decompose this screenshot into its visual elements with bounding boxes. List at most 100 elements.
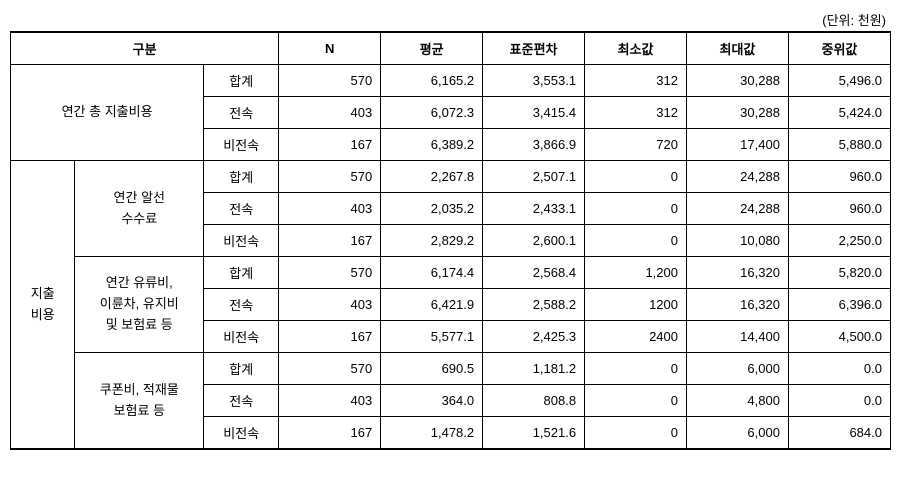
- row-type: 합계: [204, 257, 279, 289]
- cell-max: 30,288: [687, 97, 789, 129]
- cell-median: 6,396.0: [788, 289, 890, 321]
- cell-min: 0: [585, 353, 687, 385]
- unit-label: (단위: 천원): [10, 10, 891, 29]
- cell-n: 403: [279, 193, 381, 225]
- cell-max: 30,288: [687, 65, 789, 97]
- cell-min: 0: [585, 417, 687, 450]
- cell-max: 6,000: [687, 353, 789, 385]
- cell-mean: 2,035.2: [381, 193, 483, 225]
- cell-stddev: 3,553.1: [483, 65, 585, 97]
- cell-n: 403: [279, 289, 381, 321]
- cell-n: 167: [279, 321, 381, 353]
- cell-stddev: 2,425.3: [483, 321, 585, 353]
- cell-min: 0: [585, 225, 687, 257]
- table-row: 연간 유류비, 이륜차, 유지비 및 보험료 등 합계 570 6,174.4 …: [11, 257, 891, 289]
- cell-stddev: 2,507.1: [483, 161, 585, 193]
- table-header-row: 구분 N 평균 표준편차 최소값 최대값 중위값: [11, 32, 891, 65]
- header-stddev: 표준편차: [483, 32, 585, 65]
- row-type: 전속: [204, 385, 279, 417]
- cell-median: 960.0: [788, 193, 890, 225]
- cell-min: 0: [585, 193, 687, 225]
- cell-min: 312: [585, 65, 687, 97]
- cell-stddev: 2,568.4: [483, 257, 585, 289]
- cell-n: 167: [279, 129, 381, 161]
- cell-min: 0: [585, 385, 687, 417]
- subcategory-fuel: 연간 유류비, 이륜차, 유지비 및 보험료 등: [75, 257, 204, 353]
- cell-median: 684.0: [788, 417, 890, 450]
- cell-max: 24,288: [687, 193, 789, 225]
- table-body: 연간 총 지출비용 합계 570 6,165.2 3,553.1 312 30,…: [11, 65, 891, 450]
- cell-min: 1,200: [585, 257, 687, 289]
- header-median: 중위값: [788, 32, 890, 65]
- row-type: 합계: [204, 161, 279, 193]
- cell-median: 960.0: [788, 161, 890, 193]
- cell-median: 5,820.0: [788, 257, 890, 289]
- header-max: 최대값: [687, 32, 789, 65]
- cell-min: 312: [585, 97, 687, 129]
- cell-mean: 364.0: [381, 385, 483, 417]
- cell-stddev: 1,521.6: [483, 417, 585, 450]
- table-row: 지출 비용 연간 알선 수수료 합계 570 2,267.8 2,507.1 0…: [11, 161, 891, 193]
- header-mean: 평균: [381, 32, 483, 65]
- cell-n: 167: [279, 417, 381, 450]
- cell-stddev: 3,866.9: [483, 129, 585, 161]
- cell-max: 4,800: [687, 385, 789, 417]
- cell-mean: 2,829.2: [381, 225, 483, 257]
- cell-mean: 6,072.3: [381, 97, 483, 129]
- cell-max: 17,400: [687, 129, 789, 161]
- cell-n: 403: [279, 385, 381, 417]
- cell-median: 5,424.0: [788, 97, 890, 129]
- row-type: 비전속: [204, 129, 279, 161]
- cell-mean: 6,174.4: [381, 257, 483, 289]
- header-n: N: [279, 32, 381, 65]
- cell-n: 570: [279, 353, 381, 385]
- cell-median: 2,250.0: [788, 225, 890, 257]
- cell-median: 5,496.0: [788, 65, 890, 97]
- cell-mean: 6,389.2: [381, 129, 483, 161]
- cell-min: 1200: [585, 289, 687, 321]
- cell-n: 167: [279, 225, 381, 257]
- expense-table: 구분 N 평균 표준편차 최소값 최대값 중위값 연간 총 지출비용 합계 57…: [10, 31, 891, 450]
- cell-median: 4,500.0: [788, 321, 890, 353]
- cell-median: 0.0: [788, 385, 890, 417]
- header-min: 최소값: [585, 32, 687, 65]
- cell-n: 570: [279, 65, 381, 97]
- cell-n: 570: [279, 257, 381, 289]
- cell-min: 2400: [585, 321, 687, 353]
- row-type: 비전속: [204, 321, 279, 353]
- cell-median: 0.0: [788, 353, 890, 385]
- cell-median: 5,880.0: [788, 129, 890, 161]
- cell-stddev: 3,415.4: [483, 97, 585, 129]
- table-row: 연간 총 지출비용 합계 570 6,165.2 3,553.1 312 30,…: [11, 65, 891, 97]
- subcategory-commission: 연간 알선 수수료: [75, 161, 204, 257]
- subcategory-coupon: 쿠폰비, 적재물 보험료 등: [75, 353, 204, 450]
- cell-mean: 690.5: [381, 353, 483, 385]
- cell-n: 570: [279, 161, 381, 193]
- cell-max: 6,000: [687, 417, 789, 450]
- table-row: 쿠폰비, 적재물 보험료 등 합계 570 690.5 1,181.2 0 6,…: [11, 353, 891, 385]
- cell-stddev: 2,588.2: [483, 289, 585, 321]
- cell-stddev: 808.8: [483, 385, 585, 417]
- row-type: 전속: [204, 193, 279, 225]
- cell-min: 720: [585, 129, 687, 161]
- row-type: 비전속: [204, 225, 279, 257]
- cell-stddev: 2,600.1: [483, 225, 585, 257]
- row-type: 합계: [204, 353, 279, 385]
- row-type: 전속: [204, 97, 279, 129]
- row-type: 전속: [204, 289, 279, 321]
- cell-min: 0: [585, 161, 687, 193]
- cell-n: 403: [279, 97, 381, 129]
- cell-max: 16,320: [687, 289, 789, 321]
- cell-max: 24,288: [687, 161, 789, 193]
- cell-mean: 2,267.8: [381, 161, 483, 193]
- cell-max: 14,400: [687, 321, 789, 353]
- category-expense-detail: 지출 비용: [11, 161, 75, 450]
- row-type: 합계: [204, 65, 279, 97]
- cell-mean: 1,478.2: [381, 417, 483, 450]
- header-category: 구분: [11, 32, 279, 65]
- cell-stddev: 2,433.1: [483, 193, 585, 225]
- cell-max: 16,320: [687, 257, 789, 289]
- cell-stddev: 1,181.2: [483, 353, 585, 385]
- cell-mean: 6,165.2: [381, 65, 483, 97]
- cell-mean: 6,421.9: [381, 289, 483, 321]
